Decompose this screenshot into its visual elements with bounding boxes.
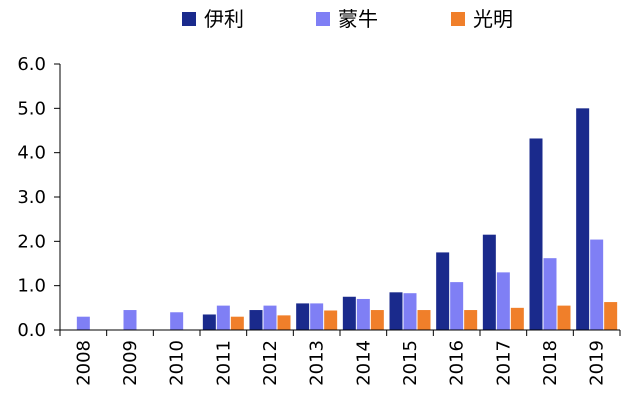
x-tick-label-2013: 2013 (307, 340, 328, 386)
bar-0-2012 (249, 310, 263, 330)
bar-2-2011 (230, 316, 244, 330)
legend-swatch-2 (451, 12, 465, 26)
y-tick-label-5: 5.0 (17, 98, 46, 119)
bar-0-2015 (389, 292, 403, 330)
legend-label-1: 蒙牛 (338, 7, 378, 31)
bar-1-2016 (450, 282, 464, 330)
bar-2-2017 (510, 307, 524, 330)
x-tick-label-2018: 2018 (540, 340, 561, 386)
legend-swatch-1 (316, 12, 330, 26)
bar-2-2012 (277, 315, 291, 330)
legend-label-0: 伊利 (204, 7, 244, 31)
x-tick-label-2019: 2019 (587, 340, 608, 386)
bar-0-2016 (436, 252, 450, 330)
bar-0-2017 (482, 234, 496, 330)
bars-group (76, 108, 618, 330)
bar-1-2011 (216, 305, 230, 330)
bar-1-2019 (590, 239, 604, 330)
y-tick-label-6: 6.0 (17, 54, 46, 75)
y-tick-label-1: 1.0 (17, 276, 46, 297)
bar-1-2013 (310, 303, 324, 330)
bar-1-2009 (123, 310, 137, 330)
bar-2-2019 (604, 302, 618, 330)
bar-0-2019 (576, 108, 590, 330)
legend-label-2: 光明 (473, 7, 513, 31)
bar-2-2015 (417, 310, 431, 330)
x-tick-label-2014: 2014 (353, 340, 374, 386)
bar-2-2018 (557, 305, 571, 330)
y-tick-label-4: 4.0 (17, 143, 46, 164)
bar-0-2018 (529, 138, 543, 330)
bar-2-2013 (324, 310, 338, 330)
bar-0-2011 (202, 314, 216, 330)
y-tick-label-3: 3.0 (17, 187, 46, 208)
bar-1-2008 (76, 316, 90, 330)
y-tick-label-2: 2.0 (17, 231, 46, 252)
x-tick-label-2016: 2016 (447, 340, 468, 386)
x-tick-label-2015: 2015 (400, 340, 421, 386)
bar-1-2012 (263, 305, 277, 330)
x-tick-label-2017: 2017 (493, 340, 514, 386)
bar-1-2015 (403, 293, 417, 330)
bar-0-2014 (342, 296, 356, 330)
bar-0-2013 (296, 303, 310, 330)
bar-2-2014 (370, 310, 384, 330)
bar-1-2010 (170, 312, 184, 330)
y-axis: 0.0 1.0 2.0 3.0 4.0 5.0 6.0 (17, 54, 61, 341)
chart-legend: 伊利 蒙牛 光明 (182, 7, 513, 31)
x-tick-label-2011: 2011 (213, 340, 234, 386)
y-tick-label-0: 0.0 (17, 320, 46, 341)
x-tick-label-2010: 2010 (167, 340, 188, 386)
bar-1-2014 (356, 298, 370, 330)
bar-2-2016 (464, 310, 478, 330)
x-axis: 2008 2009 2010 2011 2012 2013 2014 2015 2016 2017… (59, 329, 621, 386)
bar-1-2017 (496, 272, 510, 330)
legend-swatch-0 (182, 12, 196, 26)
x-tick-label-2012: 2012 (260, 340, 281, 386)
x-tick-label-2008: 2008 (73, 340, 94, 386)
bar-1-2018 (543, 258, 557, 330)
x-tick-label-2009: 2009 (120, 340, 141, 386)
